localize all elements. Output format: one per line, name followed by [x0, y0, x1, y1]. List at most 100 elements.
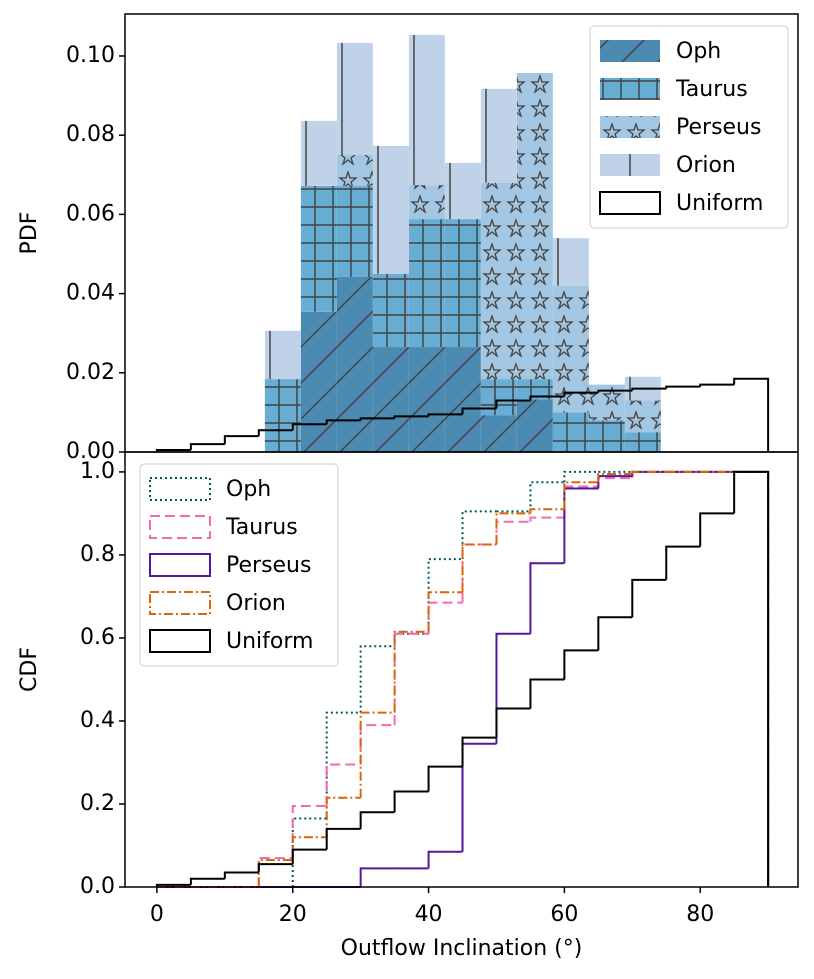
step — [223, 435, 259, 445]
step — [529, 516, 565, 522]
step — [189, 877, 225, 885]
step — [495, 632, 531, 744]
step — [359, 645, 395, 713]
step — [495, 512, 531, 545]
bar-hatch — [372, 273, 409, 348]
step — [734, 470, 770, 887]
legend-swatch — [149, 591, 211, 615]
bar-hatch — [408, 347, 445, 452]
step — [495, 707, 531, 738]
step — [733, 470, 770, 887]
bar-hatch — [516, 379, 553, 400]
legend-frame — [139, 463, 339, 667]
bar-hatch — [336, 42, 373, 155]
step — [359, 811, 395, 829]
step — [359, 867, 395, 887]
y-tick-label: 0.4 — [80, 708, 115, 733]
step — [393, 790, 429, 813]
step — [359, 417, 395, 421]
legend-swatch-hatch — [600, 116, 660, 138]
step — [291, 817, 327, 887]
bar-hatch — [372, 347, 409, 452]
bar-hatch — [300, 311, 337, 452]
legend-swatch — [149, 629, 211, 653]
legend-swatch — [149, 477, 211, 501]
legend-label: Taurus — [225, 515, 298, 540]
bar-hatch — [408, 185, 445, 220]
step — [631, 387, 667, 391]
step — [699, 383, 735, 387]
step — [563, 649, 599, 680]
y-axis-label: CDF — [17, 647, 42, 692]
y-tick-label: 0.0 — [80, 874, 115, 899]
bar-hatch — [264, 330, 301, 380]
step — [597, 477, 633, 487]
bar-hatch — [372, 145, 409, 274]
bar-hatch — [336, 185, 373, 277]
bar-hatch — [264, 379, 301, 452]
bar-hatch — [552, 238, 589, 286]
step — [189, 443, 225, 451]
y-tick-label: 0.10 — [66, 43, 115, 68]
step — [665, 545, 701, 580]
step — [631, 470, 667, 474]
step — [325, 711, 361, 819]
step — [563, 470, 599, 483]
step — [563, 485, 599, 518]
step — [325, 827, 361, 850]
y-tick-label: 0.2 — [80, 791, 115, 816]
step — [359, 724, 395, 765]
step — [529, 562, 565, 634]
step — [325, 419, 361, 425]
x-tick-label: 80 — [686, 902, 714, 927]
legend-label: Orion — [226, 591, 286, 616]
legend-label: Orion — [676, 153, 736, 178]
step — [529, 508, 565, 514]
legend-swatch — [149, 553, 211, 577]
bar-hatch — [480, 379, 517, 416]
y-tick-label: 0.06 — [66, 201, 115, 226]
x-tick-label: 60 — [550, 902, 578, 927]
y-tick-label: 0.08 — [66, 122, 115, 147]
legend-frame — [589, 25, 789, 229]
x-tick-label: 20 — [279, 902, 307, 927]
step — [529, 481, 565, 512]
step — [393, 632, 429, 726]
step — [597, 616, 633, 651]
step — [563, 391, 599, 397]
step — [461, 736, 497, 767]
legend-swatch-hatch — [600, 78, 660, 100]
step — [529, 395, 565, 401]
step — [563, 487, 599, 564]
bar-hatch — [336, 276, 373, 452]
step — [257, 863, 293, 873]
bar-hatch — [552, 285, 589, 413]
axes-frame — [124, 451, 799, 888]
y-axis-label: PDF — [17, 212, 42, 255]
legend: Oph Taurus Perseus Orion Uniform — [589, 25, 789, 229]
step — [597, 389, 633, 393]
legend-label: Perseus — [676, 115, 761, 140]
legend-swatch-hatch — [600, 40, 660, 62]
bar-hatch — [588, 420, 625, 452]
step — [734, 470, 770, 887]
legend-label: Oph — [226, 477, 271, 502]
bar-hatch — [444, 162, 481, 220]
step — [359, 711, 395, 798]
bar-hatch — [300, 185, 337, 312]
bar-hatch — [444, 347, 481, 452]
step — [223, 871, 259, 879]
panel: 0.00 0.02 0.04 0.06 0.08 0.10 PDF Oph Taurus Pers… — [17, 13, 799, 464]
step — [734, 470, 770, 887]
step — [461, 510, 497, 560]
bar-hatch — [408, 219, 445, 348]
step — [597, 472, 633, 483]
step — [461, 543, 497, 603]
step — [461, 742, 497, 852]
y-tick-label: 1.0 — [80, 459, 115, 484]
step — [257, 856, 293, 887]
y-tick-label: 0.04 — [66, 281, 115, 306]
bar-hatch — [624, 432, 661, 452]
bar-hatch — [336, 154, 373, 186]
